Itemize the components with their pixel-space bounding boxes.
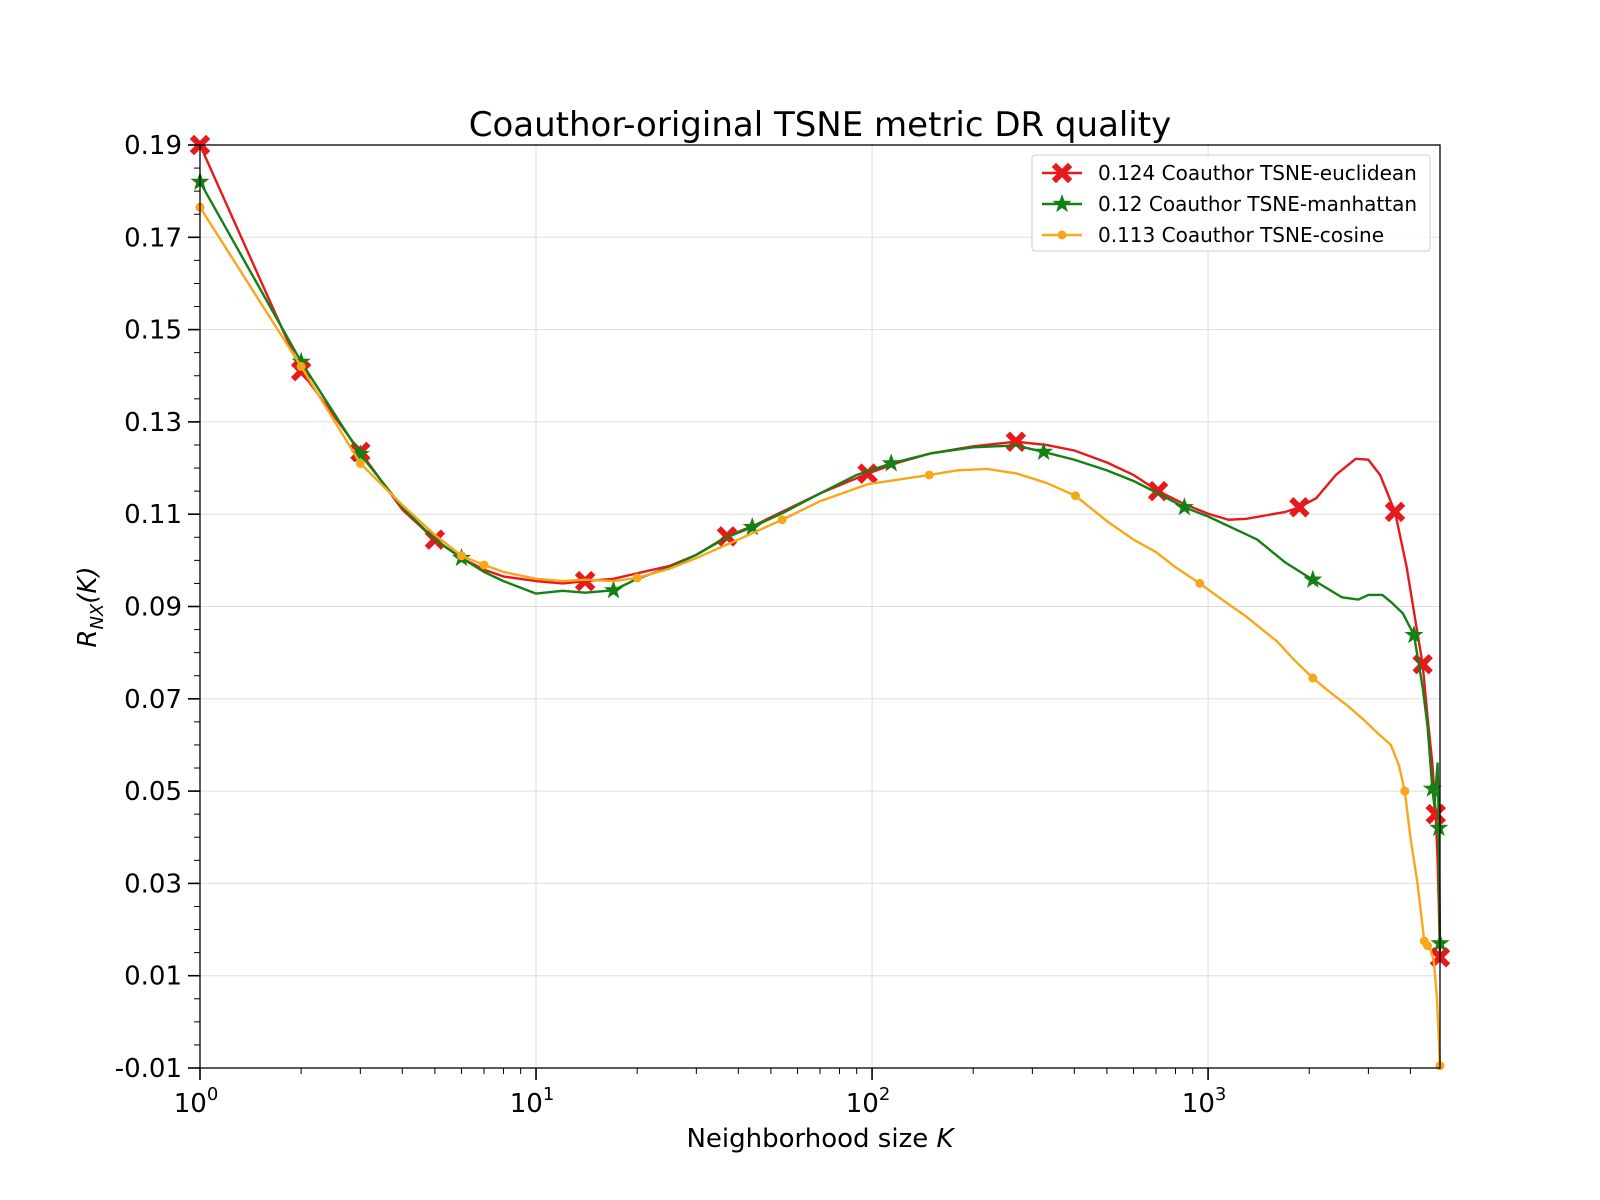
data-point <box>1070 491 1080 501</box>
legend-label: 0.113 Coauthor TSNE-cosine <box>1098 223 1384 247</box>
data-point <box>355 458 365 468</box>
data-point <box>1308 673 1318 683</box>
data-point <box>1034 441 1054 460</box>
data-point <box>574 570 596 592</box>
data-point <box>1429 818 1449 837</box>
y-tick-label: 0.15 <box>124 316 182 346</box>
series-coauthor-tsne-cosine <box>195 202 1445 1071</box>
y-tick-label: 0.09 <box>124 593 182 623</box>
data-point <box>604 580 623 599</box>
data-point <box>632 573 642 583</box>
legend-marker <box>1052 194 1072 213</box>
data-point <box>479 560 489 570</box>
data-point <box>1404 625 1424 644</box>
data-point <box>296 362 306 372</box>
data-point <box>291 351 311 370</box>
data-point <box>1303 569 1323 588</box>
data-point <box>1289 497 1310 518</box>
y-tick-label: -0.01 <box>115 1054 182 1084</box>
data-point <box>456 551 466 561</box>
y-tick-label: 0.13 <box>124 408 182 438</box>
data-point <box>1423 941 1433 951</box>
chart-title: Coauthor-original TSNE metric DR quality <box>469 105 1172 145</box>
data-point <box>1384 501 1406 523</box>
legend: 0.124 Coauthor TSNE-euclidean 0.12 Coauth… <box>1031 154 1431 252</box>
x-tick-label: 100 <box>174 1084 219 1119</box>
series-line <box>198 144 1442 958</box>
y-tick-label: 0.05 <box>124 777 182 807</box>
data-point <box>1400 786 1410 796</box>
y-tick-label: 0.17 <box>124 223 182 253</box>
y-tick-label: 0.11 <box>124 500 182 530</box>
data-point <box>924 470 934 480</box>
legend-item: 0.113 Coauthor TSNE-cosine <box>1042 223 1384 247</box>
legend-label: 0.12 Coauthor TSNE-manhattan <box>1098 192 1417 216</box>
x-axis-label: Neighborhood size K <box>686 1124 955 1154</box>
y-tick-label: 0.07 <box>124 685 182 715</box>
data-point <box>777 515 787 525</box>
data-point <box>742 517 762 536</box>
legend-box <box>1031 154 1431 252</box>
legend-item: 0.12 Coauthor TSNE-manhattan <box>1042 192 1417 216</box>
legend-item: 0.124 Coauthor TSNE-euclidean <box>1042 161 1417 185</box>
legend-marker <box>1057 230 1067 240</box>
data-point <box>350 444 370 463</box>
data-point <box>1174 497 1194 516</box>
legend-marker <box>1051 162 1073 184</box>
x-tick-label: 102 <box>846 1084 891 1119</box>
x-tick-label: 101 <box>510 1084 555 1119</box>
y-tick-label: 0.01 <box>124 962 182 992</box>
plot-series <box>189 134 1451 1071</box>
data-point <box>1422 778 1442 797</box>
data-point <box>1195 578 1205 588</box>
data-point <box>881 453 901 472</box>
legend-label: 0.124 Coauthor TSNE-euclidean <box>1098 161 1417 185</box>
axes: 0.19 0.17 0.15 0.13 0.11 0.09 0.07 0.05 0.03 0.01… <box>115 131 1411 1119</box>
y-tick-label: 0.19 <box>124 131 182 161</box>
x-tick-label: 103 <box>1182 1084 1227 1119</box>
y-tick-label: 0.03 <box>124 869 182 899</box>
y-axis-label: RNX(K) <box>73 566 108 647</box>
